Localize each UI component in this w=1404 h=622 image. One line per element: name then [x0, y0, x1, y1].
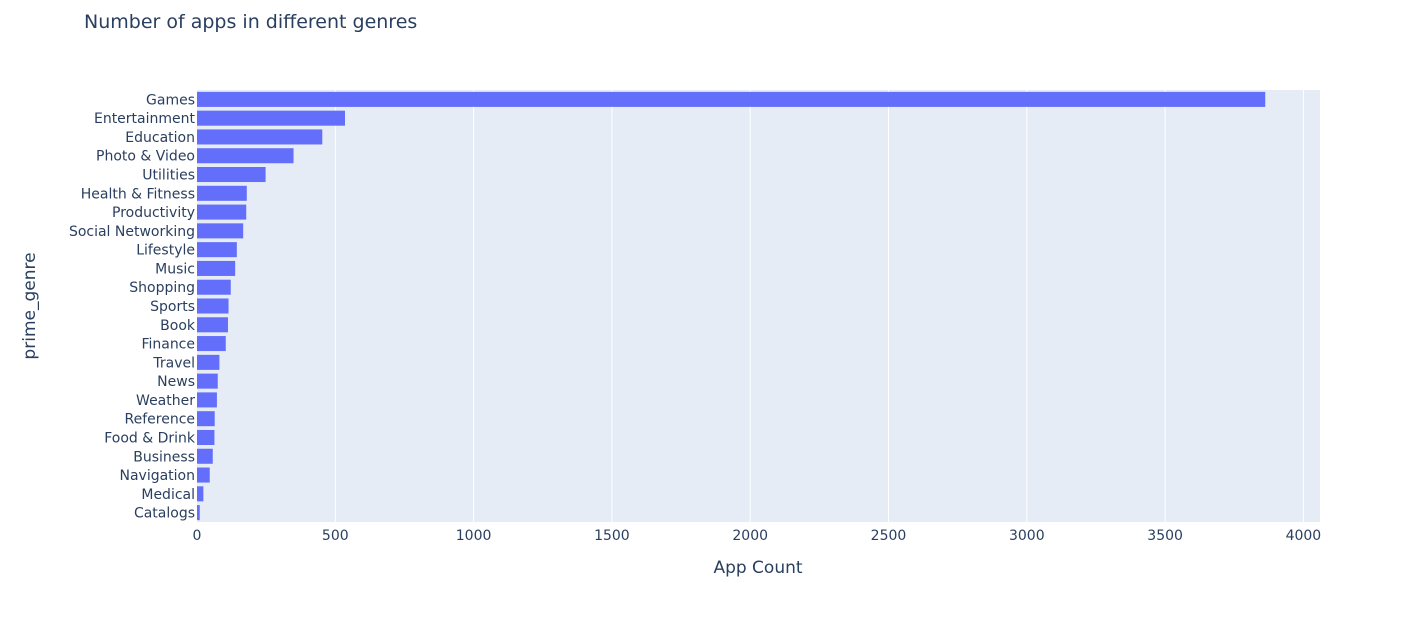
y-tick-label: Shopping [129, 280, 195, 296]
gridlines [334, 90, 1304, 522]
bar [197, 185, 247, 201]
y-tick-label: Food & Drink [104, 430, 196, 446]
x-tick-label: 2500 [871, 528, 907, 544]
x-tick-label: 500 [322, 528, 349, 544]
bar [197, 486, 204, 502]
bar [197, 223, 244, 239]
y-tick-label: Travel [152, 355, 195, 371]
y-tick-labels: Games Entertainment Education Photo & Video… [69, 92, 196, 521]
bar [197, 448, 213, 464]
x-tick-label: 3000 [1009, 528, 1045, 544]
bar [197, 392, 217, 408]
bar [197, 505, 200, 521]
bar [197, 204, 247, 220]
y-tick-label: Medical [141, 487, 195, 503]
bar [197, 148, 294, 164]
y-tick-label: Health & Fitness [81, 186, 195, 202]
x-tick-label: 1500 [594, 528, 630, 544]
bar [197, 110, 345, 126]
y-tick-label: Book [160, 318, 196, 334]
bar [197, 260, 236, 276]
y-tick-label: Utilities [142, 168, 195, 184]
y-tick-label: Navigation [119, 468, 195, 484]
bar [197, 429, 215, 445]
x-tick-label: 0 [193, 528, 202, 544]
y-tick-label: Weather [136, 393, 195, 409]
plot-background [197, 90, 1320, 522]
x-axis-title: App Count [713, 558, 802, 578]
x-tick-label: 4000 [1286, 528, 1322, 544]
y-tick-label: Lifestyle [136, 243, 195, 259]
y-tick-label: Entertainment [94, 111, 196, 127]
x-tick-label: 3500 [1147, 528, 1183, 544]
bar [197, 373, 218, 389]
y-tick-label: Music [155, 261, 195, 277]
y-tick-label: Social Networking [69, 224, 195, 240]
y-tick-label: Business [133, 449, 195, 465]
y-tick-label: Sports [150, 299, 195, 315]
y-tick-label: Finance [141, 337, 195, 353]
bars [197, 91, 1266, 521]
y-tick-label: Education [125, 130, 195, 146]
bar [197, 411, 215, 427]
y-tick-label: Productivity [112, 205, 195, 221]
y-tick-label: Games [146, 92, 195, 108]
bar [197, 317, 228, 333]
bar [197, 129, 323, 145]
y-tick-label: News [157, 374, 195, 390]
y-tick-label: Reference [125, 412, 196, 428]
bar [197, 242, 237, 258]
y-tick-label: Catalogs [134, 506, 195, 522]
bar [197, 467, 210, 483]
chart-title: Number of apps in different genres [84, 11, 417, 33]
bar [197, 298, 229, 314]
bar [197, 167, 266, 183]
bar [197, 354, 220, 370]
y-axis-title: prime_genre [20, 252, 40, 359]
x-tick-labels: 0 500 1000 1500 2000 2500 3000 3500 4000 [193, 528, 1322, 544]
y-tick-label: Photo & Video [96, 149, 195, 165]
bar [197, 336, 226, 352]
bar [197, 91, 1266, 107]
x-tick-label: 2000 [732, 528, 768, 544]
bar [197, 279, 231, 295]
x-tick-label: 1000 [456, 528, 492, 544]
